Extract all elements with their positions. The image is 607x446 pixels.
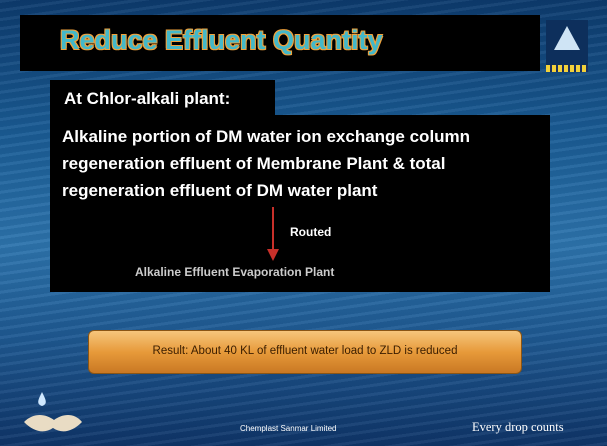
title-box: Reduce Effluent Quantity <box>20 15 540 71</box>
footer-tagline: Every drop counts <box>472 420 564 435</box>
result-box: Result: About 40 KL of effluent water lo… <box>88 330 522 374</box>
result-text: Result: About 40 KL of effluent water lo… <box>89 345 521 357</box>
body-text: Alkaline portion of DM water ion exchang… <box>62 123 542 204</box>
page: {"title": "Reduce Effluent Quantity", "s… <box>0 0 607 446</box>
subtitle: At Chlor-alkali plant: <box>64 89 230 109</box>
arrow-label: Routed <box>290 225 331 239</box>
logo <box>546 20 588 72</box>
title: Reduce Effluent Quantity <box>60 25 383 56</box>
subtitle-box: At Chlor-alkali plant: <box>50 80 275 118</box>
content-box: Alkaline portion of DM water ion exchang… <box>50 115 550 292</box>
footer-company: Chemplast Sanmar Limited <box>240 424 336 433</box>
destination: Alkaline Effluent Evaporation Plant <box>135 265 334 279</box>
slide: Reduce Effluent Quantity At Chlor-alkali… <box>0 0 607 446</box>
logo-hands <box>22 388 84 438</box>
arrow <box>266 207 280 263</box>
